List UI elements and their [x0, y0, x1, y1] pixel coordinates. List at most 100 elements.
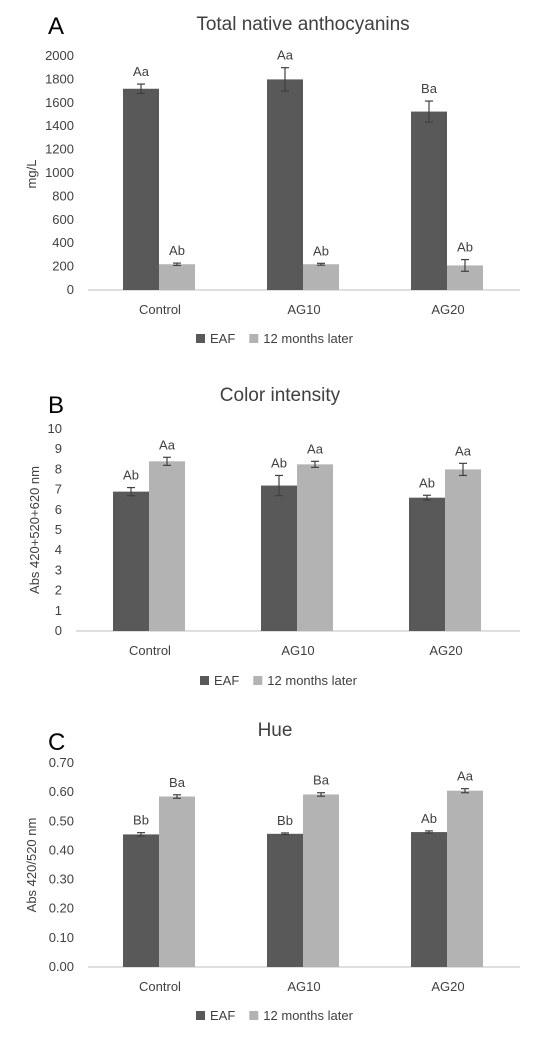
category-labels: Control AG10 AG20 [139, 979, 465, 994]
y-tick-label: 1400 [45, 118, 74, 133]
legend: EAF 12 months later [200, 673, 358, 688]
y-tick-label: 1800 [45, 71, 74, 86]
bar [267, 834, 303, 967]
data-label: Ba [313, 773, 330, 788]
bar [159, 264, 195, 290]
chart-panel-a: A Total native anthocyanins mg/L 0 200 400… [0, 0, 550, 360]
y-tick-label: 0.00 [49, 959, 74, 974]
y-tick-label: 0 [55, 623, 62, 638]
chart-panel-c: C Hue Abs 420/520 nm 0.00 0.10 0.20 0.30 0.4… [0, 700, 550, 1043]
legend-swatch [249, 334, 258, 343]
y-tick-label: 1200 [45, 142, 74, 157]
category-label: AG20 [431, 979, 464, 994]
chart-title: Hue [258, 720, 293, 741]
y-tick-label: 0.40 [49, 842, 74, 857]
y-tick-label: 0.50 [49, 813, 74, 828]
legend: EAF 12 months later [196, 331, 354, 346]
category-label: Control [129, 643, 171, 658]
category-labels: Control AG10 AG20 [139, 302, 465, 317]
data-label: Ab [271, 455, 287, 470]
legend-swatch [249, 1011, 258, 1020]
category-label: Control [139, 302, 181, 317]
y-tick-label: 2 [55, 583, 62, 598]
bar [297, 464, 333, 631]
y-tick-label: 7 [55, 482, 62, 497]
category-label: AG20 [429, 643, 462, 658]
data-label: Aa [455, 443, 472, 458]
bar [149, 461, 185, 631]
y-tick-label: 0.60 [49, 784, 74, 799]
legend-label: 12 months later [263, 1008, 353, 1023]
category-label: AG10 [287, 302, 320, 317]
y-ticks: 0 1 2 3 4 5 6 7 8 9 10 [48, 421, 62, 638]
y-tick-label: 400 [52, 235, 74, 250]
legend-swatch [253, 676, 262, 685]
y-axis-label: Abs 420+520+620 nm [27, 466, 42, 594]
panel-letter: B [48, 392, 64, 419]
data-label: Bb [133, 813, 149, 828]
legend-label: 12 months later [267, 673, 357, 688]
chart-panel-b: B Color intensity Abs 420+520+620 nm 0 12… [0, 360, 550, 700]
bar [303, 264, 339, 290]
panel-letter: C [48, 729, 65, 756]
chart-title: Total native anthocyanins [196, 14, 409, 35]
y-tick-label: 0.10 [49, 930, 74, 945]
y-tick-label: 0.30 [49, 872, 74, 887]
data-label: Aa [133, 64, 150, 79]
bar [411, 832, 447, 967]
bars: Aa Ab Aa Ab Ba Ab [123, 48, 483, 290]
data-label: Bb [277, 813, 293, 828]
y-ticks: 0.00 0.10 0.20 0.30 0.40 0.50 0.60 0.70 [49, 755, 74, 974]
y-tick-label: 1600 [45, 95, 74, 110]
bar [445, 469, 481, 631]
data-label: Aa [159, 437, 176, 452]
y-tick-label: 10 [48, 421, 62, 436]
data-label: Ab [169, 243, 185, 258]
data-label: Ab [313, 243, 329, 258]
bar [159, 797, 195, 967]
bar [447, 791, 483, 967]
legend-label: EAF [214, 673, 239, 688]
legend-label: EAF [210, 1008, 235, 1023]
legend-label: EAF [210, 331, 235, 346]
panel-letter: A [48, 13, 64, 40]
data-label: Ba [169, 775, 186, 790]
data-label: Ab [457, 240, 473, 255]
y-tick-label: 4 [55, 542, 62, 557]
category-label: Control [139, 979, 181, 994]
category-label: AG20 [431, 302, 464, 317]
legend-swatch [196, 1011, 205, 1020]
bar [123, 834, 159, 967]
legend-swatch [200, 676, 209, 685]
chart-title: Color intensity [220, 385, 341, 406]
y-tick-label: 1000 [45, 165, 74, 180]
y-tick-label: 800 [52, 188, 74, 203]
data-label: Aa [307, 441, 324, 456]
legend: EAF 12 months later [196, 1008, 354, 1023]
y-tick-label: 0.70 [49, 755, 74, 770]
y-tick-label: 200 [52, 259, 74, 274]
bars: Ab Aa Ab Aa Ab Aa [113, 437, 481, 631]
data-label: Aa [277, 48, 294, 63]
y-tick-label: 600 [52, 212, 74, 227]
bar [113, 492, 149, 631]
bar [411, 112, 447, 290]
legend-swatch [196, 334, 205, 343]
bars: Bb Ba Bb Ba Ab Aa [123, 769, 483, 967]
y-tick-label: 2000 [45, 48, 74, 63]
bar [409, 498, 445, 631]
category-label: AG10 [287, 979, 320, 994]
y-ticks: 0 200 400 600 800 1000 1200 1400 1600 1800 2000 [45, 48, 74, 297]
bar [303, 794, 339, 967]
category-labels: Control AG10 AG20 [129, 643, 463, 658]
bar [267, 79, 303, 290]
y-tick-label: 6 [55, 502, 62, 517]
y-tick-label: 0.20 [49, 901, 74, 916]
bar [123, 89, 159, 290]
data-label: Aa [457, 769, 474, 784]
legend-label: 12 months later [263, 331, 353, 346]
y-tick-label: 5 [55, 522, 62, 537]
category-label: AG10 [281, 643, 314, 658]
bar [261, 486, 297, 631]
